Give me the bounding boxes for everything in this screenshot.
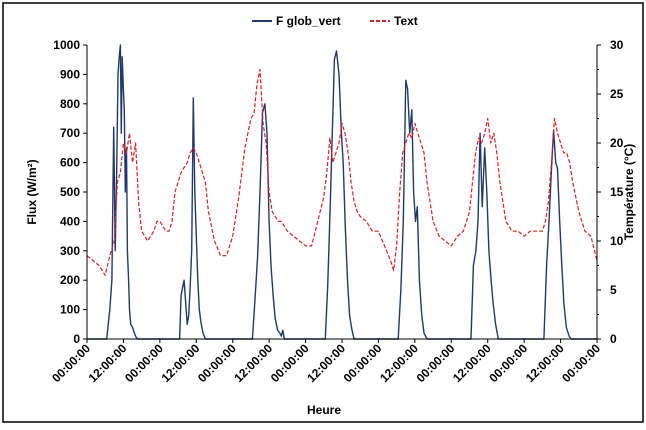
series-line-text <box>86 68 598 276</box>
y-left-tick-label: 300 <box>60 244 80 258</box>
y-right-tick-label: 5 <box>610 283 617 297</box>
y-left-tick-label: 500 <box>60 185 80 199</box>
y-left-tick-label: 0 <box>73 332 80 346</box>
y-left-tick-label: 900 <box>60 67 80 81</box>
y-left-tick-label: 700 <box>60 126 80 140</box>
y-left-tick-label: 800 <box>60 97 80 111</box>
y-left-tick-label: 400 <box>60 214 80 228</box>
y-right-tick-label: 20 <box>610 136 624 150</box>
y-right-tick-label: 25 <box>610 87 624 101</box>
y-left-tick-label: 200 <box>60 273 80 287</box>
chart-border <box>2 2 644 423</box>
legend: F glob_vert Text <box>252 14 418 28</box>
y-right-tick-label: 15 <box>610 185 624 199</box>
y-axis-right-title: Température (°C) <box>622 144 636 241</box>
y-axis-left-title: Flux (W/m²) <box>25 159 39 224</box>
y-right-tick-label: 0 <box>610 332 617 346</box>
legend-label-f-glob-vert: F glob_vert <box>276 14 341 28</box>
y-left-tick-label: 100 <box>60 303 80 317</box>
y-left-tick-label: 1000 <box>53 38 80 52</box>
y-right-tick-label: 30 <box>610 38 624 52</box>
legend-label-text: Text <box>394 14 418 28</box>
x-axis-title: Heure <box>307 403 341 417</box>
y-left-tick-label: 600 <box>60 156 80 170</box>
y-right-tick-label: 10 <box>610 234 624 248</box>
